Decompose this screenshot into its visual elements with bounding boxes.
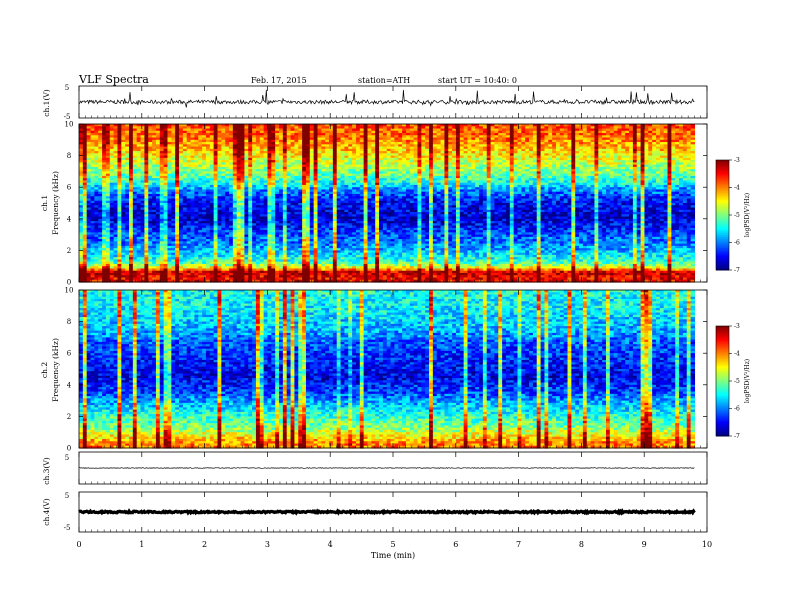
start-time-label: start UT = 10:40: 0	[438, 76, 517, 85]
waveform-trace	[79, 90, 694, 108]
figure-title: VLF Spectra	[78, 73, 149, 86]
ch1-ytick-top: 5	[65, 84, 69, 92]
date-label: Feb. 17, 2015	[251, 76, 307, 85]
ch1-spectrogram-image	[79, 124, 695, 283]
vlf-spectra-figure: VLF Spectra Feb. 17, 2015 station=ATH st…	[0, 0, 792, 612]
ch1-waveform-line	[79, 90, 694, 108]
station-label: station=ATH	[358, 76, 410, 85]
ch1-ylabel: ch.1(V)	[42, 89, 51, 117]
